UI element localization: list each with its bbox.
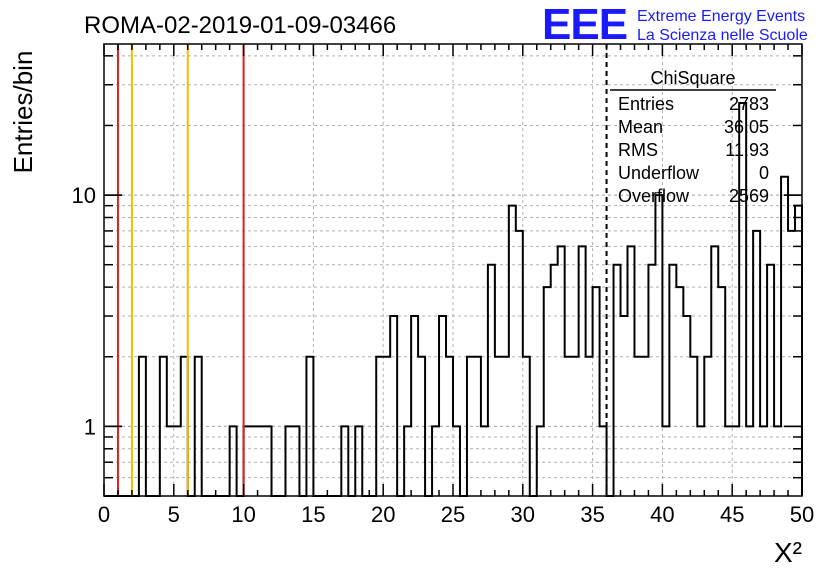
stats-row-label: Entries	[618, 94, 674, 114]
y-tick-label: 1	[84, 414, 96, 439]
x-tick-labels: 0 5 10 15 20 25 30 35 40 45 50	[98, 502, 814, 527]
marker-lines	[116, 44, 608, 496]
x-tick-label: 35	[580, 502, 604, 527]
y-axis-label: Entries/bin	[8, 51, 38, 174]
x-tick-label: 30	[511, 502, 535, 527]
stats-row-value: 2783	[729, 94, 769, 114]
stats-row-label: Overflow	[618, 186, 690, 206]
x-tick-label: 10	[231, 502, 255, 527]
eee-logo-mark: EEE	[542, 0, 627, 49]
eee-logo-line1: Extreme Energy Events	[637, 8, 805, 25]
chart-title: ROMA-02-2019-01-09-03466	[84, 12, 396, 39]
x-tick-label: 0	[98, 502, 110, 527]
stats-box-title: ChiSquare	[650, 68, 735, 88]
x-tick-label: 50	[790, 502, 814, 527]
x-tick-label: 45	[720, 502, 744, 527]
y-tick-label: 10	[72, 183, 96, 208]
y-tick-labels: 1 10	[72, 183, 96, 439]
stats-box-rows: Entries 2783 Mean 36.05 RMS 11.93 Underflow 0 Ov…	[618, 94, 769, 206]
x-tick-label: 15	[301, 502, 325, 527]
axis-ticks	[103, 44, 803, 496]
x-tick-label: 40	[650, 502, 674, 527]
stats-row-label: Mean	[618, 117, 663, 137]
x-tick-label: 20	[371, 502, 395, 527]
stats-row-value: 0	[759, 163, 769, 183]
x-axis-label: X²	[774, 537, 802, 568]
eee-logo-line2: La Scienza nelle Scuole	[637, 27, 808, 44]
stats-row-label: RMS	[618, 140, 658, 160]
stats-row-value: 36.05	[724, 117, 769, 137]
eee-logo: EEE Extreme Energy Events La Scienza nel…	[542, 0, 808, 49]
stats-row-value: 2569	[729, 186, 769, 206]
stats-box: ChiSquare Entries 2783 Mean 36.05 RMS 11.93 Un…	[610, 68, 776, 206]
stats-row-value: 11.93	[725, 140, 769, 160]
stats-row-label: Underflow	[618, 163, 700, 183]
x-tick-label: 5	[168, 502, 180, 527]
grid-lines	[104, 44, 802, 496]
x-tick-label: 25	[441, 502, 465, 527]
